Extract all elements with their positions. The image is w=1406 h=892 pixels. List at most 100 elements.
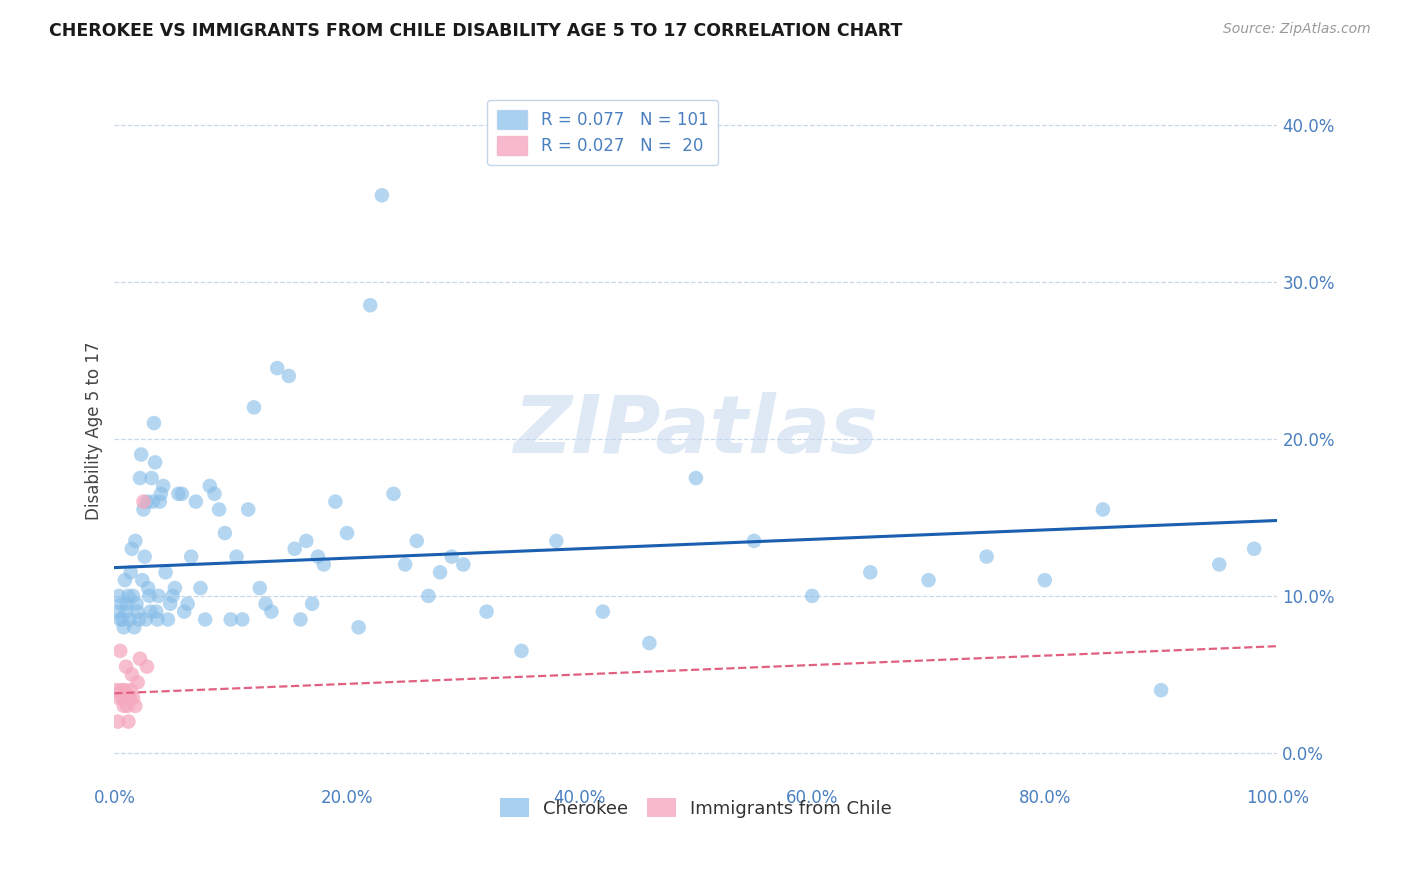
Point bbox=[129, 652, 152, 666]
Point bbox=[685, 471, 707, 485]
Point bbox=[112, 698, 135, 713]
Point bbox=[110, 644, 132, 658]
Point bbox=[236, 502, 259, 516]
Point bbox=[475, 605, 498, 619]
Point bbox=[138, 589, 160, 603]
Point bbox=[429, 566, 451, 580]
Point bbox=[394, 558, 416, 572]
Point bbox=[405, 533, 427, 548]
Point bbox=[546, 533, 568, 548]
Point bbox=[453, 558, 475, 572]
Point bbox=[115, 659, 138, 673]
Point bbox=[127, 675, 149, 690]
Point bbox=[180, 549, 202, 564]
Point bbox=[917, 573, 939, 587]
Point bbox=[510, 644, 533, 658]
Point bbox=[359, 298, 381, 312]
Point bbox=[190, 581, 212, 595]
Point bbox=[105, 683, 128, 698]
Point bbox=[1150, 683, 1173, 698]
Point bbox=[107, 605, 129, 619]
Point bbox=[243, 401, 266, 415]
Point bbox=[108, 589, 131, 603]
Point bbox=[859, 566, 882, 580]
Point bbox=[127, 605, 149, 619]
Point bbox=[173, 605, 195, 619]
Point bbox=[307, 549, 329, 564]
Point bbox=[336, 526, 359, 541]
Point bbox=[219, 612, 242, 626]
Point bbox=[325, 494, 347, 508]
Point bbox=[163, 581, 186, 595]
Point bbox=[1208, 558, 1230, 572]
Point bbox=[128, 612, 150, 626]
Point bbox=[214, 526, 236, 541]
Point bbox=[176, 597, 198, 611]
Point bbox=[136, 659, 159, 673]
Point bbox=[135, 612, 157, 626]
Point bbox=[124, 698, 146, 713]
Point bbox=[208, 502, 231, 516]
Point bbox=[225, 549, 247, 564]
Point bbox=[382, 487, 405, 501]
Text: CHEROKEE VS IMMIGRANTS FROM CHILE DISABILITY AGE 5 TO 17 CORRELATION CHART: CHEROKEE VS IMMIGRANTS FROM CHILE DISABI… bbox=[49, 22, 903, 40]
Point bbox=[162, 589, 184, 603]
Point bbox=[266, 361, 288, 376]
Point bbox=[152, 479, 174, 493]
Point bbox=[136, 494, 159, 508]
Point bbox=[145, 605, 167, 619]
Point bbox=[115, 698, 138, 713]
Point bbox=[170, 487, 193, 501]
Point bbox=[184, 494, 207, 508]
Point bbox=[301, 597, 323, 611]
Point bbox=[295, 533, 318, 548]
Point bbox=[167, 487, 190, 501]
Point bbox=[976, 549, 998, 564]
Point bbox=[284, 541, 307, 556]
Point bbox=[142, 494, 165, 508]
Point bbox=[120, 683, 142, 698]
Point bbox=[277, 368, 299, 383]
Point bbox=[125, 597, 148, 611]
Point bbox=[1033, 573, 1056, 587]
Point bbox=[249, 581, 271, 595]
Point bbox=[198, 479, 221, 493]
Point bbox=[124, 533, 146, 548]
Point bbox=[122, 620, 145, 634]
Point bbox=[1091, 502, 1114, 516]
Point bbox=[129, 448, 152, 462]
Point bbox=[114, 683, 136, 698]
Point bbox=[204, 487, 226, 501]
Point bbox=[143, 455, 166, 469]
Point bbox=[129, 471, 152, 485]
Point bbox=[118, 691, 141, 706]
Point bbox=[592, 605, 614, 619]
Point bbox=[159, 597, 181, 611]
Point bbox=[118, 612, 141, 626]
Point bbox=[801, 589, 824, 603]
Point bbox=[142, 416, 165, 430]
Point bbox=[194, 612, 217, 626]
Point bbox=[136, 581, 159, 595]
Point bbox=[418, 589, 440, 603]
Point bbox=[146, 612, 169, 626]
Point bbox=[260, 605, 283, 619]
Point bbox=[117, 714, 139, 729]
Point bbox=[742, 533, 765, 548]
Point bbox=[371, 188, 394, 202]
Point bbox=[122, 589, 145, 603]
Point bbox=[121, 667, 143, 681]
Y-axis label: Disability Age 5 to 17: Disability Age 5 to 17 bbox=[86, 342, 103, 520]
Point bbox=[148, 589, 170, 603]
Point bbox=[121, 541, 143, 556]
Point bbox=[110, 597, 132, 611]
Point bbox=[115, 605, 138, 619]
Text: ZIPatlas: ZIPatlas bbox=[513, 392, 879, 470]
Point bbox=[155, 566, 177, 580]
Point bbox=[156, 612, 179, 626]
Point bbox=[115, 597, 138, 611]
Point bbox=[111, 691, 134, 706]
Point bbox=[108, 691, 131, 706]
Point bbox=[1243, 541, 1265, 556]
Point bbox=[440, 549, 463, 564]
